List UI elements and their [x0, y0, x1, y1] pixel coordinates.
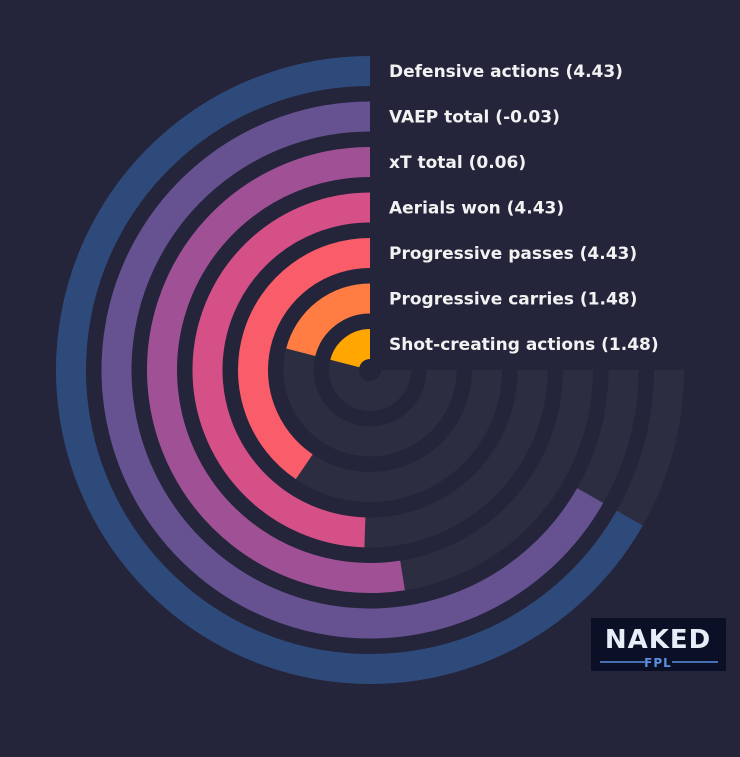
bar-progressive-carries	[286, 283, 371, 357]
label-vaep-total: VAEP total (-0.03)	[389, 108, 560, 128]
bar-defensive-actions	[56, 56, 643, 684]
bar-vaep-total	[101, 101, 604, 639]
label-aerials-won: Aerials won (4.43)	[389, 199, 564, 219]
bar-shot-creating-actions	[330, 329, 372, 369]
label-xt-total: xT total (0.06)	[389, 153, 526, 173]
ring-labels: Defensive actions (4.43) VAEP total (-0.0…	[389, 62, 659, 355]
ring-bars	[56, 56, 643, 684]
label-progressive-passes: Progressive passes (4.43)	[389, 244, 637, 264]
logo-sub: FPL	[644, 656, 672, 670]
naked-fpl-logo: NAKED FPL	[591, 618, 726, 671]
bar-aerials-won	[192, 192, 371, 548]
label-progressive-carries: Progressive carries (1.48)	[389, 290, 637, 310]
label-defensive-actions: Defensive actions (4.43)	[389, 62, 623, 82]
logo-word: NAKED	[605, 625, 711, 655]
label-shot-creating-actions: Shot-creating actions (1.48)	[389, 335, 659, 355]
bar-xt-total	[147, 147, 405, 593]
bar-progressive-passes	[238, 238, 371, 480]
